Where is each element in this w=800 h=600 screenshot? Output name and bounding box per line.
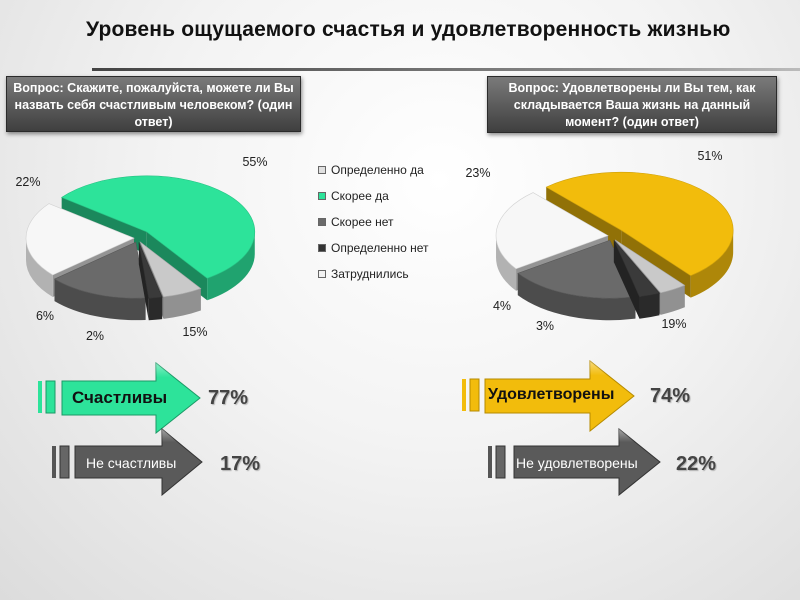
page-title: Уровень ощущаемого счастья и удовлетворе… xyxy=(86,18,731,41)
legend-swatch xyxy=(318,166,326,174)
slice-rim xyxy=(690,230,734,298)
data-label-rather-yes: 4% xyxy=(493,299,511,313)
pie-chart-happiness: 55% 6% 2% 15% 22% xyxy=(15,155,267,343)
data-label-definitely-no: 3% xyxy=(536,319,554,333)
pie-slice-rather-no xyxy=(517,239,636,321)
slice-top xyxy=(545,171,734,276)
slice-rim xyxy=(207,231,255,301)
arrow-satisfied-icon xyxy=(462,359,635,433)
data-label-definitely-yes: 55% xyxy=(242,155,267,169)
satisfied-label: Удовлетворены xyxy=(488,386,615,403)
slice-rim xyxy=(660,285,685,315)
slice-top xyxy=(139,241,202,298)
legend-label: Скорее нет xyxy=(331,215,394,229)
slice-top xyxy=(495,192,609,270)
legend-item-definitely-no: Определенно нет xyxy=(318,238,468,264)
legend-swatch xyxy=(318,270,326,278)
slice-rim xyxy=(26,238,53,297)
legend-item-rather-no: Скорее нет xyxy=(318,212,468,238)
data-label-rather-no: 15% xyxy=(182,325,207,339)
title-underline xyxy=(92,68,800,71)
data-label-rather-yes: 6% xyxy=(36,309,54,323)
pie-slice-rather-no xyxy=(53,241,146,321)
slice-rim xyxy=(163,288,201,319)
summary-not-satisfied xyxy=(486,427,666,501)
happy-label: Счастливы xyxy=(72,388,168,407)
arrow-happy-icon xyxy=(38,361,201,435)
chart-legend: Определенно да Скорее да Скорее нет Опре… xyxy=(318,160,468,290)
slice-top xyxy=(614,239,686,294)
satisfied-percent: 74% xyxy=(650,385,691,407)
slice-rim xyxy=(148,297,163,321)
slice-top xyxy=(53,241,146,299)
summary-happy xyxy=(36,361,206,439)
pie-slice-definitely-no xyxy=(613,240,661,319)
slice-top xyxy=(138,242,163,299)
summary-not-happy xyxy=(50,427,210,501)
arrow-not-satisfied-icon xyxy=(488,427,661,497)
slice-top xyxy=(25,203,135,276)
slice-rim xyxy=(639,293,660,319)
not-happy-percent: 17% xyxy=(220,453,261,475)
slice-top xyxy=(61,175,256,279)
data-label-definitely-no: 2% xyxy=(86,329,104,343)
slice-rim xyxy=(496,235,517,291)
slice-wall xyxy=(138,242,149,321)
happy-percent: 77% xyxy=(208,387,249,409)
legend-item-undecided: Затруднились xyxy=(318,264,468,290)
data-label-undecided: 23% xyxy=(465,166,490,180)
not-happy-label: Не счастливы xyxy=(86,455,177,471)
legend-label: Определенно нет xyxy=(331,241,429,255)
legend-label: Определенно да xyxy=(331,163,424,177)
summary-satisfied xyxy=(460,359,640,437)
pie-slice-definitely-no xyxy=(138,242,163,321)
slice-top xyxy=(613,240,661,298)
data-label-definitely-yes: 51% xyxy=(697,149,722,163)
legend-item-definitely-yes: Определенно да xyxy=(318,160,468,186)
slice-wall xyxy=(613,240,640,319)
arrow-not-happy-icon xyxy=(52,427,203,497)
pie-chart-satisfaction: 51% 4% 3% 19% 23% xyxy=(465,149,734,333)
legend-swatch xyxy=(318,244,326,252)
slice-rim xyxy=(517,273,636,321)
data-label-rather-no: 19% xyxy=(661,317,686,331)
not-satisfied-percent: 22% xyxy=(676,453,717,475)
data-label-undecided: 22% xyxy=(15,175,40,189)
legend-label: Скорее да xyxy=(331,189,389,203)
legend-item-rather-yes: Скорее да xyxy=(318,186,468,212)
legend-swatch xyxy=(318,218,326,226)
legend-label: Затруднились xyxy=(331,267,409,281)
not-satisfied-label: Не удовлетворены xyxy=(516,455,638,471)
legend-swatch xyxy=(318,192,326,200)
question-box-happiness: Вопрос: Скажите, пожалуйста, можете ли В… xyxy=(6,76,301,132)
question-box-satisfaction: Вопрос: Удовлетворены ли Вы тем, как скл… xyxy=(487,76,777,133)
slice-top xyxy=(517,239,636,299)
